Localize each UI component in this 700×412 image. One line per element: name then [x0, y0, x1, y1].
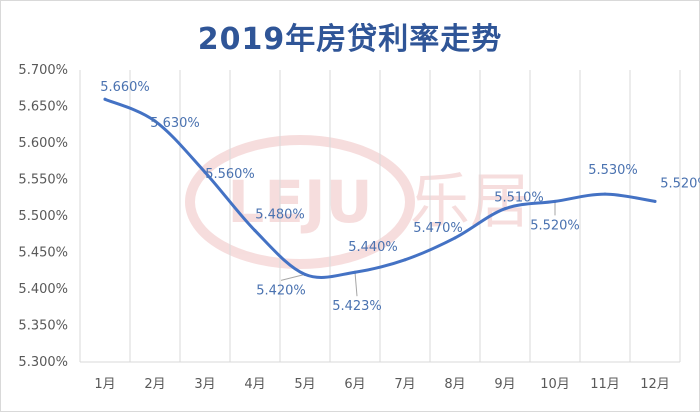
data-point: [653, 199, 657, 203]
x-tick-label: 5月: [294, 377, 315, 392]
grid: [79, 70, 681, 363]
data-label: 5.560%: [205, 167, 255, 182]
data-label: 5.630%: [150, 116, 200, 131]
data-label: 5.510%: [494, 191, 544, 206]
data-label: 5.470%: [413, 221, 463, 236]
y-tick-label: 5.300%: [18, 355, 68, 370]
y-tick-label: 5.700%: [18, 63, 68, 78]
data-label: 5.530%: [588, 163, 638, 178]
data-label: 5.520%: [660, 176, 700, 191]
data-label: 5.423%: [332, 299, 382, 314]
data-point: [403, 258, 407, 262]
x-axis: 1月 2月 3月 4月 5月 6月 7月 8月 9月 10月 11月 12月: [94, 377, 669, 392]
leader-line: [354, 272, 358, 297]
x-tick-label: 6月: [344, 377, 365, 392]
y-axis: 5.700% 5.650% 5.600% 5.550% 5.500% 5.450% 5.40…: [18, 63, 68, 370]
y-tick-label: 5.600%: [18, 136, 68, 151]
data-labels: 5.660% 5.630% 5.560% 5.480% 5.420% 5.423% 5.44…: [100, 80, 700, 314]
x-tick-label: 7月: [394, 377, 415, 392]
data-point: [253, 229, 257, 233]
data-point: [453, 236, 457, 240]
data-point: [153, 119, 157, 123]
data-point: [203, 170, 207, 174]
x-tick-label: 2月: [144, 377, 165, 392]
x-tick-label: 10月: [540, 377, 570, 392]
x-tick-label: 12月: [640, 377, 670, 392]
data-point: [503, 207, 507, 211]
x-tick-label: 11月: [590, 377, 620, 392]
y-tick-label: 5.350%: [18, 319, 68, 334]
x-tick-label: 1月: [94, 377, 115, 392]
watermark-brand: LEJU: [227, 168, 372, 236]
y-tick-label: 5.500%: [18, 209, 68, 224]
x-tick-label: 8月: [444, 377, 465, 392]
watermark-ring: [185, 135, 415, 269]
leader-lines: [280, 201, 556, 297]
leader-line: [280, 273, 306, 281]
x-tick-label: 4月: [244, 377, 265, 392]
chart-title: 2019年房贷利率走势: [197, 22, 503, 57]
data-point: [603, 192, 607, 196]
x-tick-label: 9月: [494, 377, 515, 392]
data-label: 5.660%: [100, 80, 150, 95]
data-point: [553, 199, 557, 203]
x-tick-label: 3月: [194, 377, 215, 392]
y-tick-label: 5.400%: [18, 282, 68, 297]
data-point: [303, 272, 307, 276]
data-label: 5.420%: [256, 283, 306, 298]
series: [103, 97, 657, 279]
y-tick-label: 5.650%: [18, 100, 68, 115]
data-point: [103, 97, 107, 101]
data-label: 5.440%: [348, 240, 398, 255]
y-tick-label: 5.450%: [18, 246, 68, 261]
data-point: [353, 270, 357, 274]
data-label: 5.480%: [255, 208, 305, 223]
data-label: 5.520%: [530, 218, 580, 233]
y-tick-label: 5.550%: [18, 173, 68, 188]
